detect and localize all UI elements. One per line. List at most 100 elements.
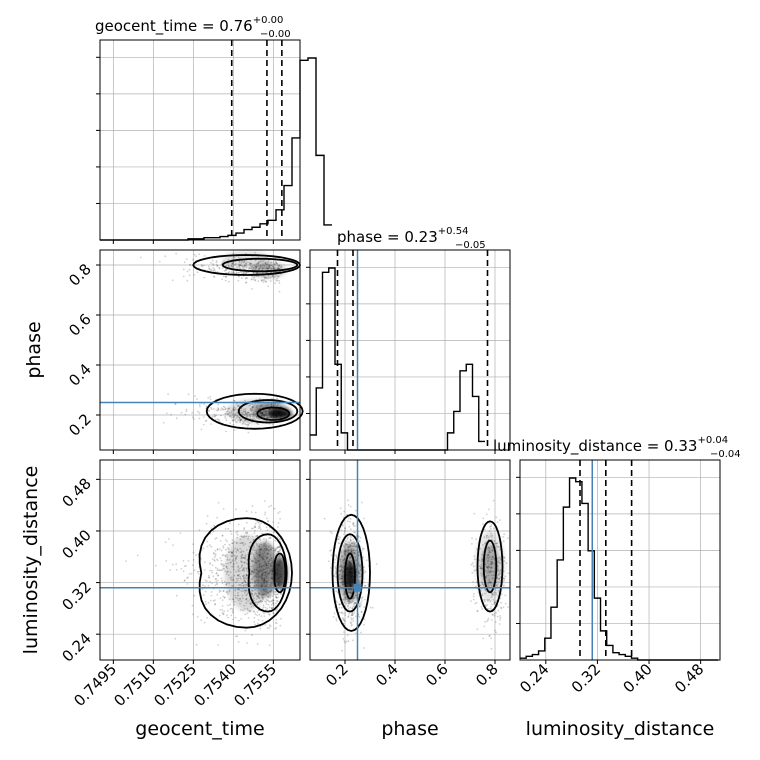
scatter-point (265, 280, 268, 283)
scatter-point (341, 606, 343, 609)
scatter-point (220, 577, 223, 580)
scatter-point (206, 616, 209, 619)
scatter-point (361, 596, 364, 599)
scatter-point (165, 412, 168, 415)
scatter-point (275, 602, 277, 605)
scatter-point (492, 527, 495, 530)
scatter-point (481, 607, 484, 610)
scatter-point (254, 511, 257, 514)
scatter-point (227, 609, 229, 612)
scatter-point (262, 281, 265, 283)
scatter-point (232, 608, 234, 611)
scatter-point (340, 513, 343, 515)
scatter-point (196, 616, 199, 618)
scatter-point (253, 276, 256, 278)
scatter-point (225, 269, 228, 271)
scatter-point (261, 600, 264, 603)
scatter-point (204, 585, 206, 587)
scatter-point (269, 625, 272, 628)
scatter-point (486, 604, 489, 606)
scatter-point (252, 278, 255, 281)
scatter-point (245, 521, 248, 524)
scatter-point (275, 596, 278, 599)
scatter-point (260, 615, 263, 617)
scatter-point (257, 280, 260, 283)
hist-geocent-time (100, 57, 332, 241)
scatter-point (338, 603, 341, 606)
scatter-point (211, 564, 214, 567)
scatter-point (264, 513, 266, 516)
scatter-point (490, 619, 493, 621)
scatter-point (231, 607, 233, 610)
scatter-point (251, 288, 254, 290)
ytick-label-phase-2: 0.6 (65, 310, 95, 340)
scatter-point (271, 600, 273, 602)
scatter-point (215, 572, 218, 574)
scatter-point (484, 621, 486, 623)
scatter-point (277, 593, 279, 596)
scatter-point (254, 613, 257, 616)
scatter-point (351, 612, 353, 614)
scatter-point (494, 602, 496, 604)
scatter-point (346, 634, 349, 637)
scatter-point (347, 615, 350, 618)
scatter-point (202, 547, 205, 550)
contour-line (476, 520, 504, 613)
scatter-point (500, 593, 503, 595)
scatter-point (348, 613, 350, 615)
scatter-point (205, 522, 208, 525)
scatter-point (218, 614, 221, 617)
scatter-point (175, 563, 178, 566)
scatter-point (125, 560, 127, 562)
contours-phase-vs-geocent-time (192, 254, 304, 430)
scatter-point (354, 531, 356, 534)
scatter-point (259, 627, 262, 630)
scatter-point (186, 279, 189, 282)
scatter-point (222, 405, 225, 408)
title-phase: phase = 0.23+0.54 −0.05 (337, 226, 486, 251)
scatter-point (209, 562, 212, 564)
scatter-point (215, 578, 218, 580)
density-ld-vs-geocent-time (224, 534, 287, 611)
scatter-point (136, 554, 139, 557)
scatter-point (215, 580, 218, 583)
hist-phase (310, 267, 485, 451)
truth-marker (353, 583, 362, 592)
scatter-point (490, 523, 493, 526)
scatter-point (218, 267, 221, 270)
scatter-point (182, 268, 185, 271)
scatter-point (191, 564, 194, 567)
scatter-point (275, 593, 278, 596)
scatter-point (349, 621, 352, 623)
contours-ld-vs-phase (331, 513, 504, 632)
scatter-point (351, 613, 354, 615)
scatter-point (493, 601, 496, 604)
scatter-point (502, 540, 505, 542)
scatter-point (500, 606, 502, 609)
scatter-point (213, 525, 216, 527)
scatter-point (244, 277, 247, 280)
scatter-point (221, 278, 224, 281)
scatter-point (213, 275, 215, 278)
scatter-point (349, 518, 352, 520)
panel-luminosity-distance-vs-phase (309, 459, 511, 661)
scatter-point (219, 597, 222, 600)
scatter-point (329, 530, 332, 533)
scatter-point (272, 601, 275, 604)
scatter-point (347, 499, 349, 502)
scatter-point (271, 595, 274, 598)
scatter-point (254, 526, 256, 528)
scatter-point (484, 604, 487, 607)
scatter-point (347, 536, 349, 539)
scatter-point (344, 529, 346, 532)
scatter-point (493, 603, 495, 605)
scatter-point (330, 549, 333, 552)
scatter-point (335, 590, 338, 592)
scatter-point (180, 411, 183, 414)
scatter-point (343, 533, 345, 536)
scatter-point (183, 565, 186, 567)
scatter-point (192, 551, 195, 554)
scatter-point (493, 612, 496, 615)
scatter-point (242, 422, 245, 424)
